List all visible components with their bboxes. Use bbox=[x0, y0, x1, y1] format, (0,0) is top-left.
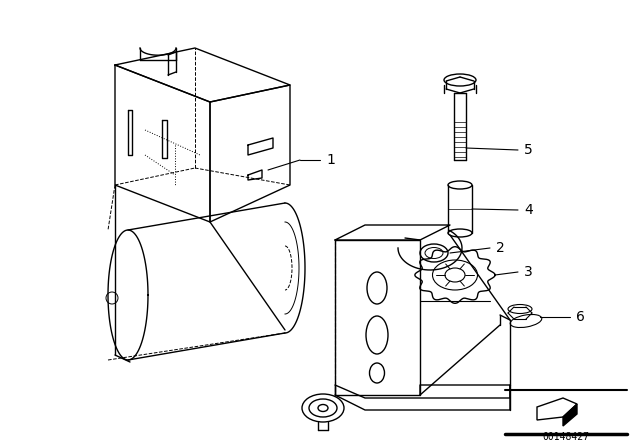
Text: 3: 3 bbox=[524, 265, 532, 279]
Text: 1: 1 bbox=[326, 153, 335, 167]
Text: 6: 6 bbox=[576, 310, 585, 324]
Text: 00148427: 00148427 bbox=[543, 432, 589, 442]
Text: 4: 4 bbox=[524, 203, 532, 217]
Polygon shape bbox=[563, 404, 577, 426]
Text: 2: 2 bbox=[496, 241, 505, 255]
Text: 5: 5 bbox=[524, 143, 532, 157]
